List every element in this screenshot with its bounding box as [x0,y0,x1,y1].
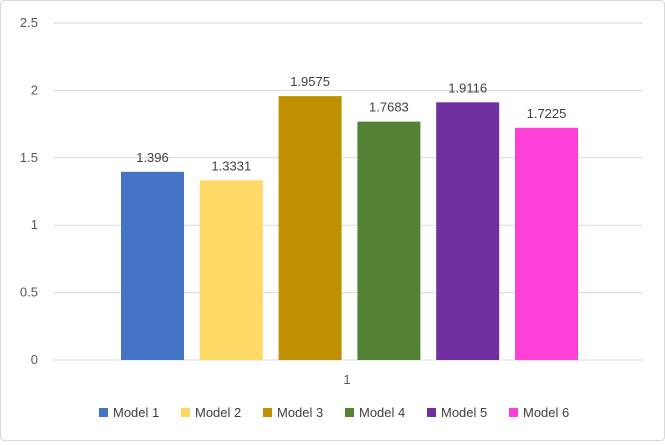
legend-item-model-1: Model 1 [99,405,159,420]
y-tick-label: 0 [31,352,38,367]
data-label-model-3: 1.9575 [290,74,330,89]
legend-swatch [181,408,190,417]
data-labels: 1.396 1.3331 1.9575 1.7683 1.9116 1.7225 [136,74,566,173]
y-tick-label: 1 [31,217,38,232]
legend-item-model-3: Model 3 [263,405,323,420]
legend-item-model-5: Model 5 [427,405,487,420]
legend-item-model-2: Model 2 [181,405,241,420]
legend-swatch [509,408,518,417]
data-label-model-2: 1.3331 [211,158,251,173]
y-tick-label: 2 [31,82,38,97]
bar-model-3 [278,96,342,360]
legend-label: Model 4 [359,405,405,420]
legend: Model 1 Model 2 Model 3 Model 4 Model 5 Model… [99,405,569,420]
legend-item-model-4: Model 4 [345,405,405,420]
legend-label: Model 6 [523,405,569,420]
bar-model-5 [436,102,500,361]
data-label-model-5: 1.9116 [448,80,487,95]
legend-label: Model 1 [113,405,159,420]
y-axis-ticks: 0 0.5 1 1.5 2 2.5 [20,15,38,367]
data-label-model-1: 1.396 [136,150,169,165]
legend-swatch [99,408,108,417]
y-tick-label: 0.5 [20,285,38,300]
legend-swatch [427,408,436,417]
data-label-model-6: 1.7225 [527,106,567,121]
bar-model-4 [357,121,421,360]
x-tick-label: 1 [343,372,350,387]
legend-swatch [345,408,354,417]
bar-model-2 [199,180,263,360]
bar-model-1 [121,171,184,360]
legend-swatch [263,408,272,417]
legend-item-model-6: Model 6 [509,405,569,420]
y-tick-label: 2.5 [20,15,38,30]
bar-model-6 [515,127,578,360]
legend-label: Model 3 [277,405,323,420]
legend-label: Model 2 [195,405,241,420]
legend-label: Model 5 [441,405,487,420]
bars [121,96,578,361]
y-tick-label: 1.5 [20,150,38,165]
data-label-model-4: 1.7683 [369,100,409,115]
